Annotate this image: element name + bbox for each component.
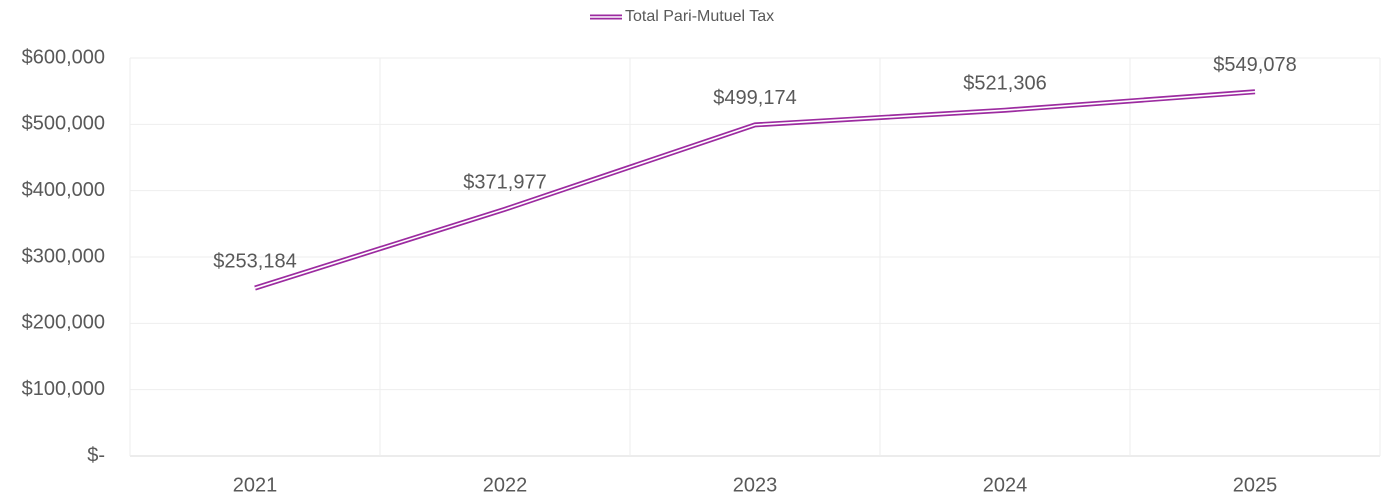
- x-tick-label: 2021: [233, 474, 278, 496]
- y-tick-label: $-: [87, 444, 105, 466]
- x-tick-label: 2023: [733, 474, 778, 496]
- data-label: $499,174: [713, 87, 796, 109]
- data-label: $521,306: [963, 72, 1046, 94]
- series-line: [254, 89, 1256, 291]
- y-tick-label: $200,000: [22, 312, 105, 334]
- legend-label: Total Pari-Mutuel Tax: [625, 8, 774, 25]
- x-tick-label: 2024: [983, 474, 1028, 496]
- y-tick-label: $300,000: [22, 245, 105, 267]
- data-label: $549,078: [1213, 54, 1296, 76]
- data-label: $253,184: [213, 250, 296, 272]
- y-tick-label: $600,000: [22, 46, 105, 68]
- series-line-inner: [254, 90, 1256, 289]
- x-tick-label: 2022: [483, 474, 528, 496]
- y-tick-label: $100,000: [22, 378, 105, 400]
- data-label: $371,977: [463, 172, 546, 194]
- y-tick-label: $500,000: [22, 113, 105, 135]
- y-tick-label: $400,000: [22, 179, 105, 201]
- x-tick-label: 2025: [1233, 474, 1278, 496]
